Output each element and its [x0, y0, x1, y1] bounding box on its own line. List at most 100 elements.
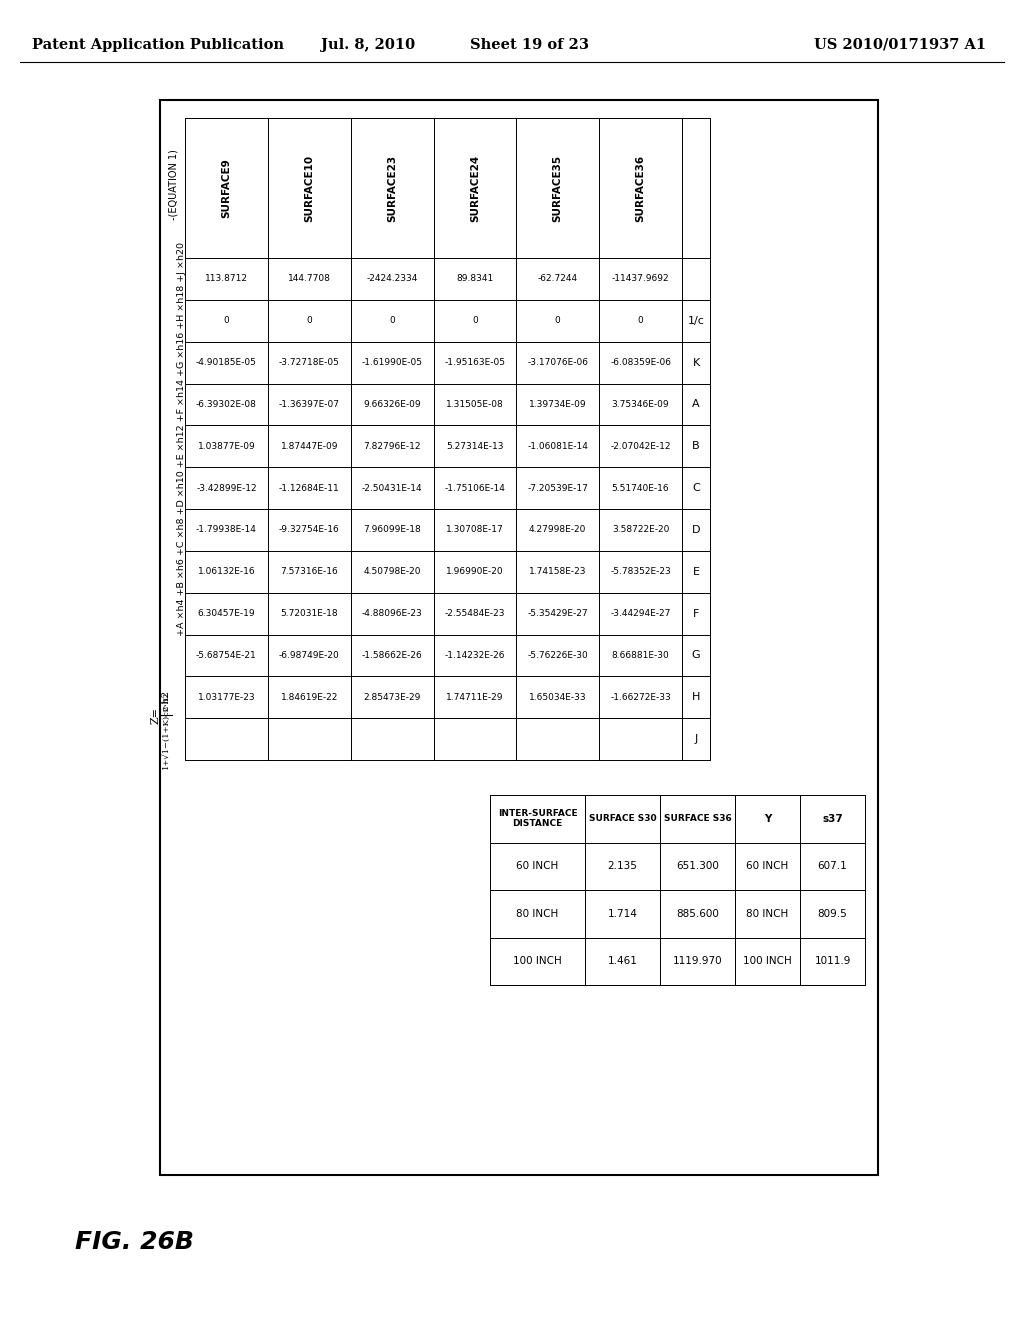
Text: 607.1: 607.1 [817, 861, 848, 871]
Text: -3.42899E-12: -3.42899E-12 [197, 483, 257, 492]
Text: 7.82796E-12: 7.82796E-12 [364, 442, 421, 450]
Text: -7.20539E-17: -7.20539E-17 [527, 483, 588, 492]
Text: Patent Application Publication: Patent Application Publication [32, 38, 284, 51]
Text: 60 INCH: 60 INCH [516, 861, 559, 871]
Text: s37: s37 [822, 813, 843, 824]
Text: 0: 0 [223, 317, 229, 325]
Text: 1/c: 1/c [687, 315, 705, 326]
Text: -3.72718E-05: -3.72718E-05 [279, 358, 340, 367]
Text: +A ×h4 +B ×h6 +C ×h8 +D ×h10 +E ×h12 +F ×h14 +G ×h16 +H ×h18 +J ×h20: +A ×h4 +B ×h6 +C ×h8 +D ×h10 +E ×h12 +F … [177, 242, 186, 636]
Text: 6.30457E-19: 6.30457E-19 [198, 609, 255, 618]
Text: 0: 0 [472, 317, 478, 325]
Text: -2.50431E-14: -2.50431E-14 [361, 483, 422, 492]
Text: 89.8341: 89.8341 [457, 275, 494, 284]
Text: -1.66272E-33: -1.66272E-33 [610, 693, 671, 702]
Text: -6.39302E-08: -6.39302E-08 [196, 400, 257, 409]
Text: 809.5: 809.5 [817, 908, 848, 919]
Text: -62.7244: -62.7244 [538, 275, 578, 284]
Text: E: E [692, 566, 699, 577]
Text: US 2010/0171937 A1: US 2010/0171937 A1 [814, 38, 986, 51]
Text: 0: 0 [389, 317, 395, 325]
Text: 1.84619E-22: 1.84619E-22 [281, 693, 338, 702]
Text: 7.57316E-16: 7.57316E-16 [281, 568, 338, 577]
Text: SURFACE24: SURFACE24 [470, 154, 480, 222]
Text: G: G [691, 651, 700, 660]
Text: 885.600: 885.600 [676, 908, 719, 919]
Text: 3.75346E-09: 3.75346E-09 [611, 400, 670, 409]
Text: 1011.9: 1011.9 [814, 956, 851, 966]
Text: -5.76226E-30: -5.76226E-30 [527, 651, 588, 660]
Text: Z=: Z= [151, 706, 161, 723]
Text: 0: 0 [306, 317, 312, 325]
Text: 1.03177E-23: 1.03177E-23 [198, 693, 255, 702]
Text: 1.06132E-16: 1.06132E-16 [198, 568, 255, 577]
Text: SURFACE10: SURFACE10 [304, 154, 314, 222]
Text: -1.36397E-07: -1.36397E-07 [279, 400, 340, 409]
Text: 1.461: 1.461 [607, 956, 637, 966]
Text: 1.74711E-29: 1.74711E-29 [446, 693, 504, 702]
Text: Y: Y [764, 813, 771, 824]
Text: 4.27998E-20: 4.27998E-20 [529, 525, 587, 535]
Text: SURFACE S36: SURFACE S36 [664, 814, 731, 824]
Text: 144.7708: 144.7708 [288, 275, 331, 284]
Text: 1.31505E-08: 1.31505E-08 [446, 400, 504, 409]
Text: SURFACE S30: SURFACE S30 [589, 814, 656, 824]
Text: 1.30708E-17: 1.30708E-17 [446, 525, 504, 535]
Text: -6.98749E-20: -6.98749E-20 [279, 651, 340, 660]
Text: K: K [692, 358, 699, 367]
Text: 80 INCH: 80 INCH [516, 908, 559, 919]
Text: 1.96990E-20: 1.96990E-20 [446, 568, 504, 577]
Text: 1.39734E-09: 1.39734E-09 [529, 400, 587, 409]
Text: -1.12684E-11: -1.12684E-11 [279, 483, 340, 492]
Text: -4.90185E-05: -4.90185E-05 [196, 358, 257, 367]
Text: 7.96099E-18: 7.96099E-18 [364, 525, 421, 535]
Text: 113.8712: 113.8712 [205, 275, 248, 284]
Text: -5.35429E-27: -5.35429E-27 [527, 609, 588, 618]
Text: 5.51740E-16: 5.51740E-16 [611, 483, 670, 492]
Text: B: B [692, 441, 699, 451]
Text: C: C [692, 483, 699, 494]
Text: 8.66881E-30: 8.66881E-30 [611, 651, 670, 660]
Text: 3.58722E-20: 3.58722E-20 [612, 525, 670, 535]
Text: 2.85473E-29: 2.85473E-29 [364, 693, 421, 702]
Text: -11437.9692: -11437.9692 [611, 275, 670, 284]
Text: -1.14232E-26: -1.14232E-26 [444, 651, 505, 660]
Text: 5.27314E-13: 5.27314E-13 [446, 442, 504, 450]
Text: -1.79938E-14: -1.79938E-14 [196, 525, 257, 535]
Text: -3.44294E-27: -3.44294E-27 [610, 609, 671, 618]
Text: 1.87447E-09: 1.87447E-09 [281, 442, 338, 450]
Text: 1.714: 1.714 [607, 908, 637, 919]
Text: 100 INCH: 100 INCH [513, 956, 562, 966]
Text: 0: 0 [555, 317, 560, 325]
Text: c·h2: c·h2 [162, 689, 171, 710]
Text: -5.68754E-21: -5.68754E-21 [196, 651, 257, 660]
Text: SURFACE23: SURFACE23 [387, 154, 397, 222]
Text: -1.75106E-14: -1.75106E-14 [444, 483, 506, 492]
Text: A: A [692, 400, 699, 409]
Text: Sheet 19 of 23: Sheet 19 of 23 [470, 38, 590, 51]
Text: -6.08359E-06: -6.08359E-06 [610, 358, 671, 367]
Text: -1.58662E-26: -1.58662E-26 [361, 651, 423, 660]
Text: 60 INCH: 60 INCH [746, 861, 788, 871]
Text: 1.65034E-33: 1.65034E-33 [529, 693, 587, 702]
Text: -5.78352E-23: -5.78352E-23 [610, 568, 671, 577]
Text: 9.66326E-09: 9.66326E-09 [364, 400, 421, 409]
Text: -(EQUATION 1): -(EQUATION 1) [168, 149, 178, 220]
Text: 80 INCH: 80 INCH [746, 908, 788, 919]
Text: 5.72031E-18: 5.72031E-18 [281, 609, 338, 618]
Text: -1.95163E-05: -1.95163E-05 [444, 358, 506, 367]
Text: -4.88096E-23: -4.88096E-23 [361, 609, 423, 618]
Bar [160, 100, 878, 1175]
Text: 100 INCH: 100 INCH [743, 956, 792, 966]
Text: 651.300: 651.300 [676, 861, 719, 871]
Text: 1+√1−(1+K)c2·h2: 1+√1−(1+K)c2·h2 [162, 690, 170, 770]
Text: -3.17076E-06: -3.17076E-06 [527, 358, 588, 367]
Text: SURFACE36: SURFACE36 [636, 154, 645, 222]
Text: Jul. 8, 2010: Jul. 8, 2010 [321, 38, 415, 51]
Text: -2.07042E-12: -2.07042E-12 [610, 442, 671, 450]
Text: -2424.2334: -2424.2334 [367, 275, 418, 284]
Text: 1119.970: 1119.970 [673, 956, 722, 966]
Text: 1.74158E-23: 1.74158E-23 [529, 568, 587, 577]
Text: -1.61990E-05: -1.61990E-05 [361, 358, 423, 367]
Text: -2.55484E-23: -2.55484E-23 [444, 609, 505, 618]
